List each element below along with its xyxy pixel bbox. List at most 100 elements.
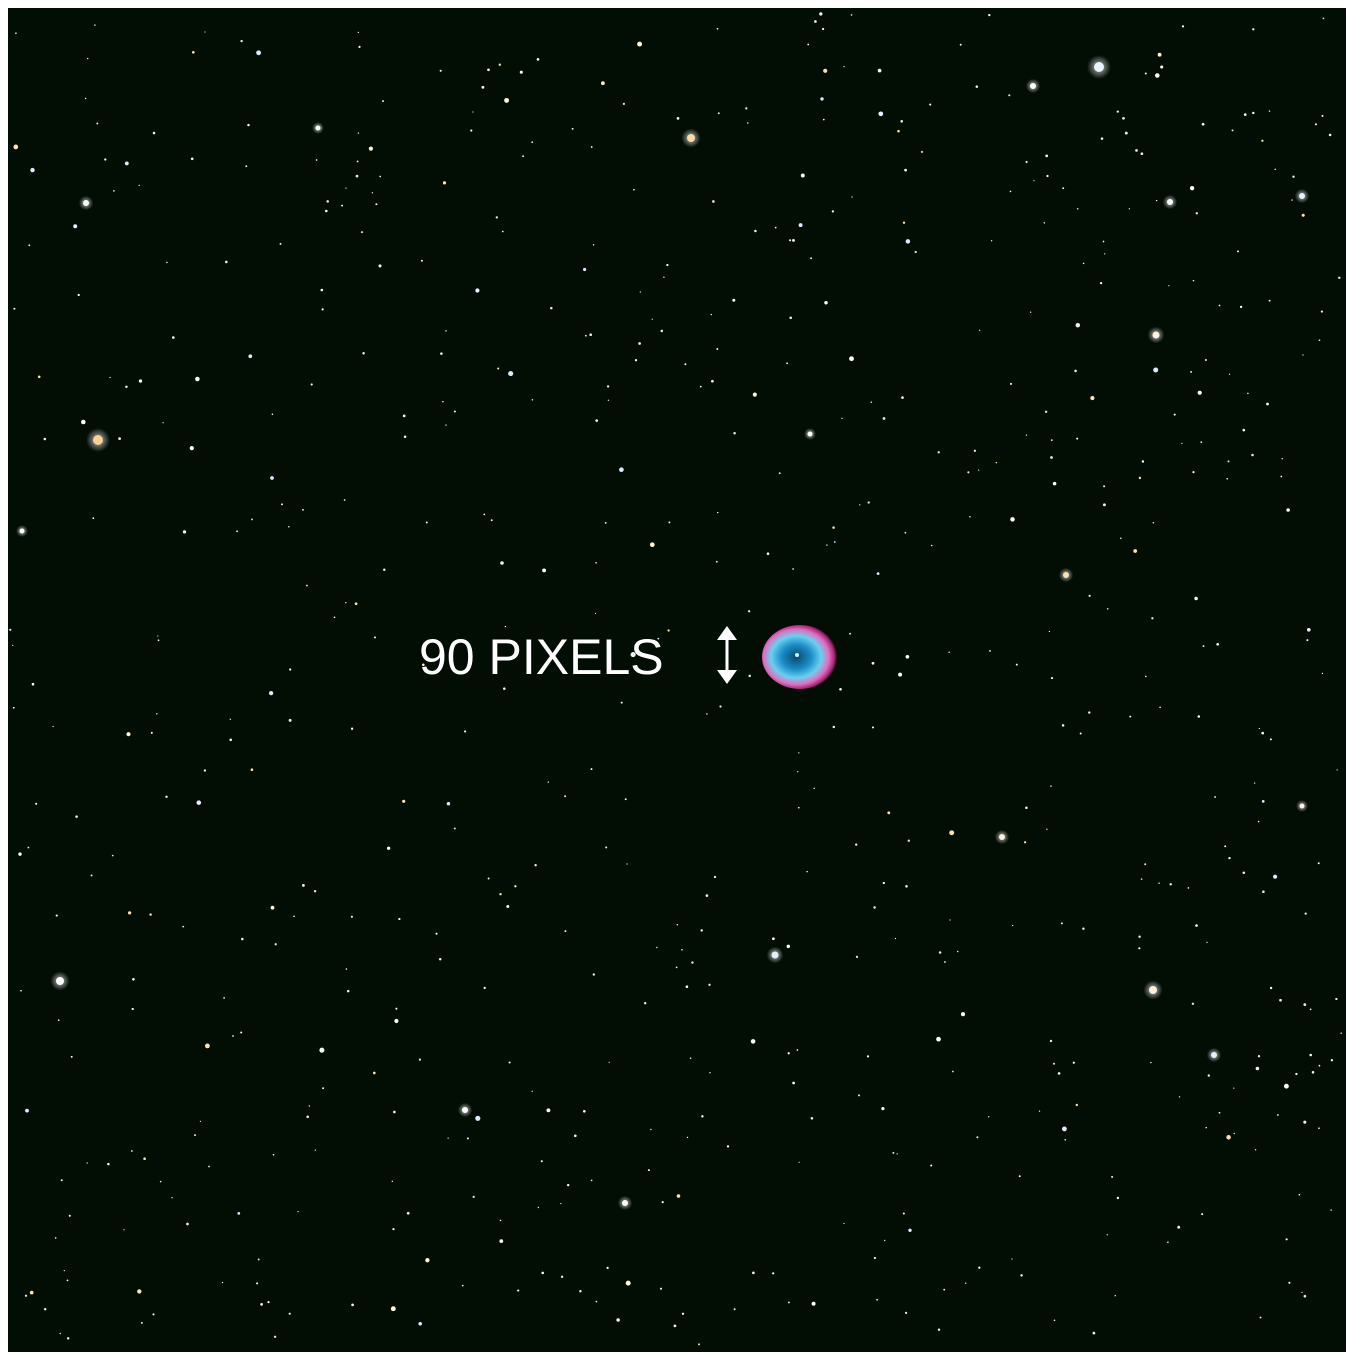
star	[931, 545, 933, 547]
star	[322, 1087, 324, 1089]
star	[1142, 460, 1144, 462]
star	[593, 244, 594, 245]
star	[1270, 738, 1272, 740]
star	[71, 1056, 73, 1058]
star	[938, 1328, 940, 1330]
star	[157, 635, 158, 636]
star	[895, 938, 896, 939]
star	[1050, 785, 1051, 786]
star	[289, 719, 292, 722]
star	[1088, 711, 1090, 713]
star	[989, 650, 991, 652]
star	[667, 629, 669, 631]
star	[884, 1240, 885, 1241]
star	[302, 509, 304, 511]
star	[67, 1337, 69, 1339]
star	[1061, 922, 1063, 924]
star	[355, 602, 358, 605]
star	[374, 636, 376, 638]
star	[1094, 62, 1104, 72]
star	[1286, 1238, 1288, 1240]
star	[289, 1313, 291, 1315]
star	[1258, 1055, 1260, 1057]
star	[1274, 169, 1275, 170]
star	[1141, 878, 1143, 880]
star	[996, 462, 998, 464]
star	[1319, 339, 1321, 341]
star	[898, 673, 902, 677]
star	[1177, 1226, 1180, 1229]
star	[497, 367, 499, 369]
star	[358, 132, 359, 133]
star	[949, 919, 950, 920]
star	[591, 1180, 593, 1182]
star	[470, 130, 472, 132]
star	[701, 929, 703, 931]
star	[538, 1207, 539, 1208]
star	[25, 1109, 29, 1113]
star	[824, 301, 827, 304]
star	[361, 231, 363, 233]
star	[650, 1129, 651, 1130]
star	[425, 1258, 429, 1262]
star	[1062, 724, 1065, 727]
star	[1192, 471, 1194, 473]
star	[443, 181, 446, 184]
star	[306, 1115, 309, 1118]
star	[241, 938, 244, 941]
star	[1093, 1332, 1096, 1335]
star	[1269, 110, 1270, 111]
star	[948, 651, 950, 653]
star	[608, 400, 609, 401]
star	[87, 58, 88, 59]
star	[314, 890, 316, 892]
star	[789, 316, 792, 319]
star	[1054, 1319, 1056, 1321]
star	[281, 503, 283, 505]
star	[345, 602, 346, 603]
star	[1243, 871, 1246, 874]
star	[484, 987, 486, 989]
star	[700, 386, 702, 388]
star	[1114, 1295, 1115, 1296]
star	[1058, 1072, 1061, 1075]
ring-nebula	[762, 625, 838, 689]
star	[714, 876, 716, 878]
star	[1139, 477, 1141, 479]
star	[1153, 367, 1158, 372]
star	[92, 517, 94, 519]
star	[345, 188, 346, 189]
star	[1016, 664, 1018, 666]
star	[717, 28, 719, 30]
star	[872, 662, 875, 665]
star	[1010, 191, 1012, 193]
star	[394, 1019, 398, 1023]
star	[1135, 149, 1138, 152]
star	[820, 97, 823, 100]
star	[585, 335, 587, 337]
star	[944, 961, 946, 963]
star	[275, 943, 277, 945]
star	[1226, 478, 1228, 480]
star	[635, 359, 637, 361]
star	[772, 937, 775, 940]
star	[668, 521, 670, 523]
star	[1219, 1112, 1221, 1114]
star	[475, 288, 479, 292]
star	[1044, 222, 1045, 223]
star	[792, 239, 795, 242]
star	[1073, 1062, 1075, 1064]
star	[391, 1306, 396, 1311]
star	[1012, 925, 1013, 926]
star	[786, 362, 788, 364]
star	[1323, 18, 1325, 20]
star	[500, 561, 504, 565]
star	[75, 815, 78, 818]
star	[1247, 393, 1248, 394]
star	[1211, 1052, 1217, 1058]
star	[1304, 1295, 1307, 1298]
star	[1138, 935, 1140, 937]
star	[747, 122, 749, 124]
star	[143, 1157, 146, 1160]
star	[974, 450, 976, 452]
